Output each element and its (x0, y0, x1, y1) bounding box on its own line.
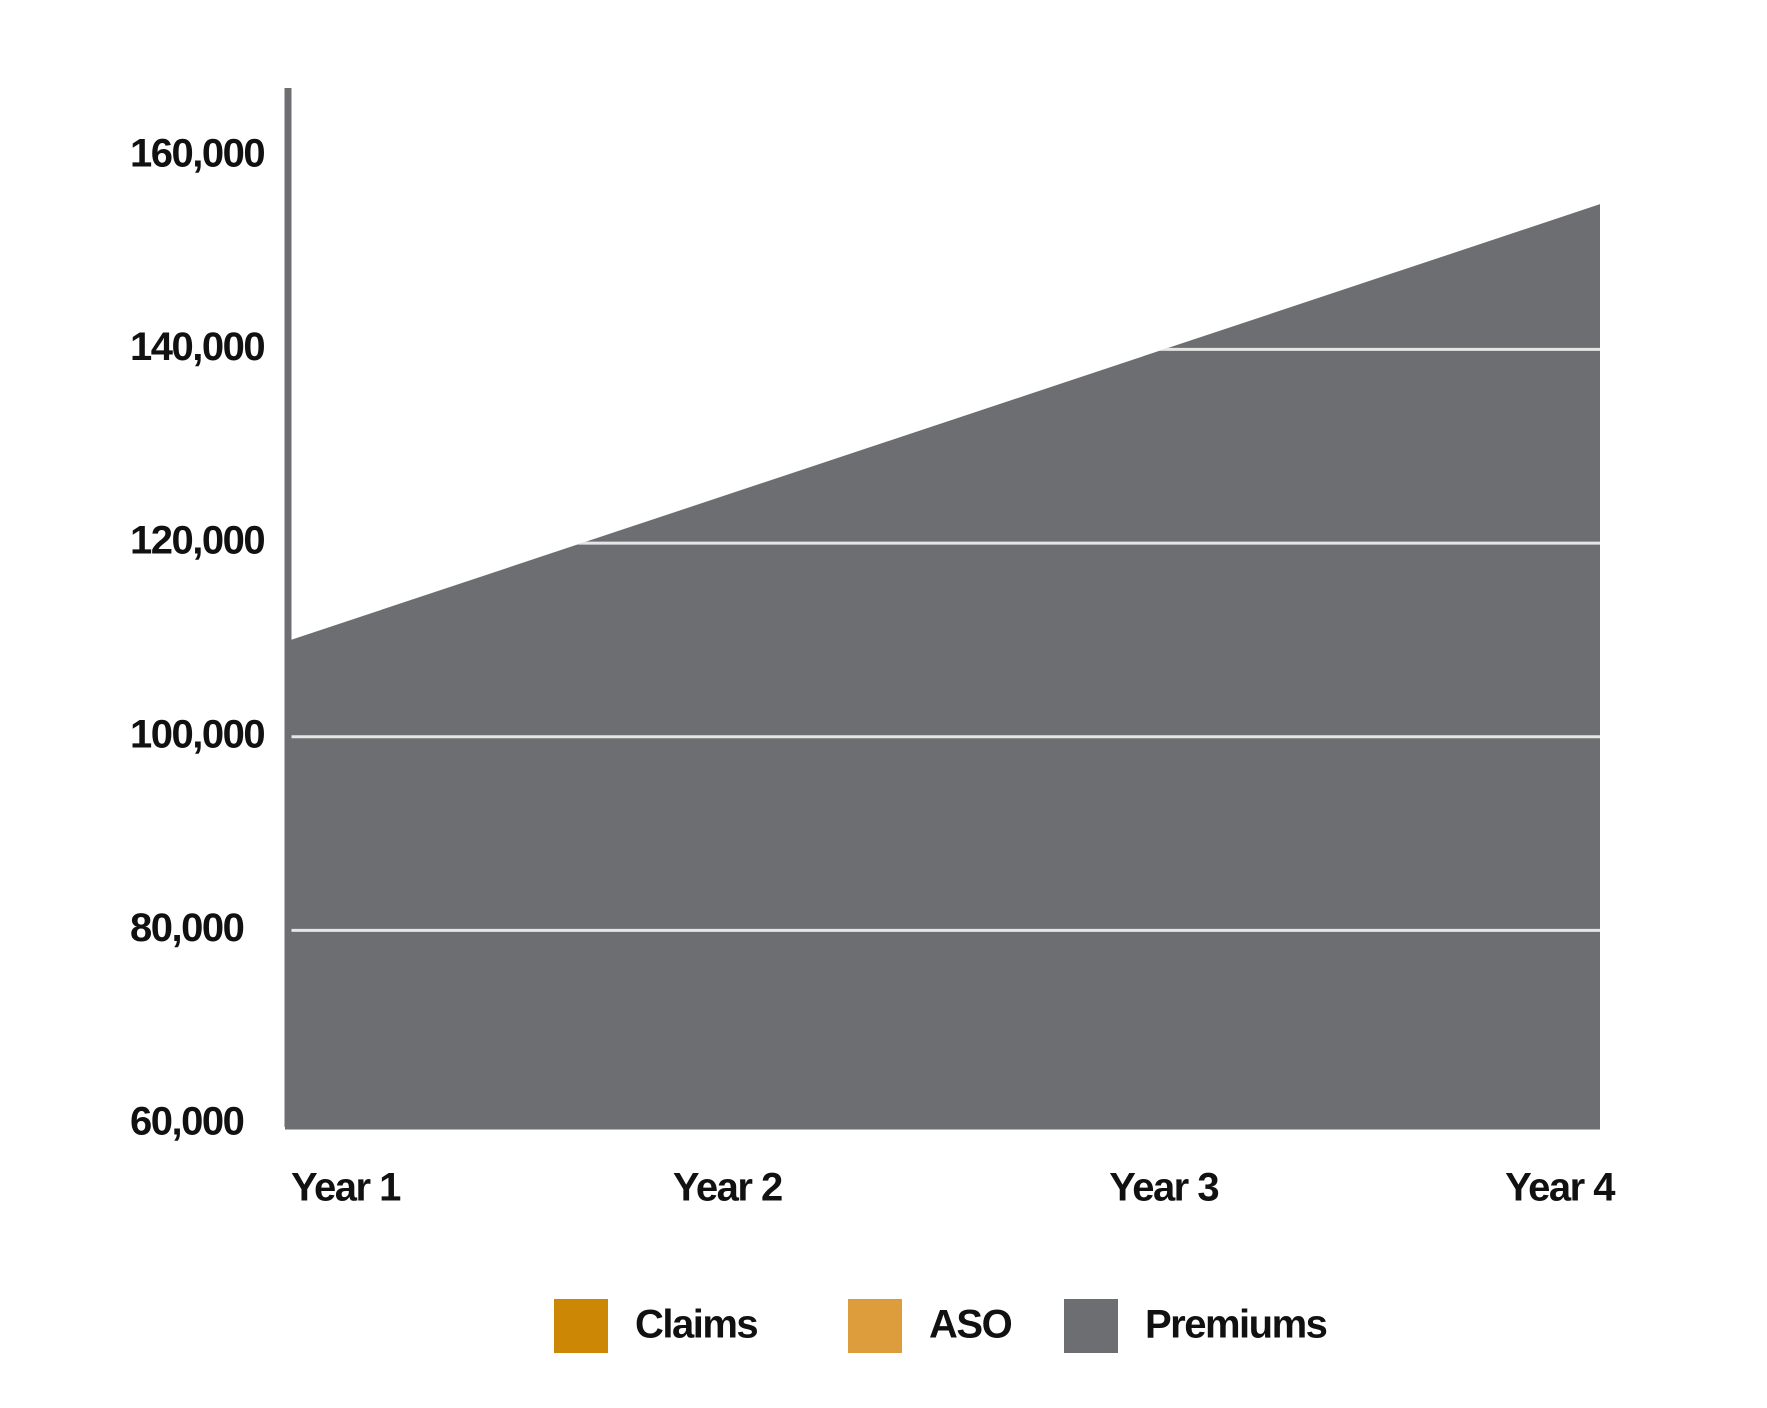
legend: Claims ASO Premiums (554, 1299, 1328, 1353)
y-tick-label: 160,000 (130, 131, 264, 175)
legend-label: Premiums (1145, 1303, 1327, 1347)
legend-label: ASO (929, 1303, 1012, 1347)
legend-swatch (554, 1299, 608, 1353)
legend-swatch (1064, 1299, 1118, 1353)
labels: 60,000 80,000 100,000 120,000 140,000 160,000… (130, 131, 1618, 1210)
legend-label: Claims (635, 1303, 757, 1347)
y-tick-label: 120,000 (130, 519, 264, 563)
x-tick-label: Year 3 (1109, 1166, 1218, 1210)
axes (284, 88, 1600, 1130)
y-tick-label: 140,000 (130, 325, 264, 369)
legend-swatch (848, 1299, 902, 1353)
areas (291, 204, 1600, 1125)
y-tick-label: 80,000 (130, 906, 244, 950)
y-tick-label: 100,000 (130, 712, 264, 756)
y-tick-label: 60,000 (130, 1100, 244, 1144)
area (291, 204, 1600, 1125)
x-tick-label: Year 1 (291, 1166, 401, 1210)
x-tick-label: Year 4 (1505, 1166, 1616, 1210)
x-tick-label: Year 2 (673, 1166, 782, 1210)
